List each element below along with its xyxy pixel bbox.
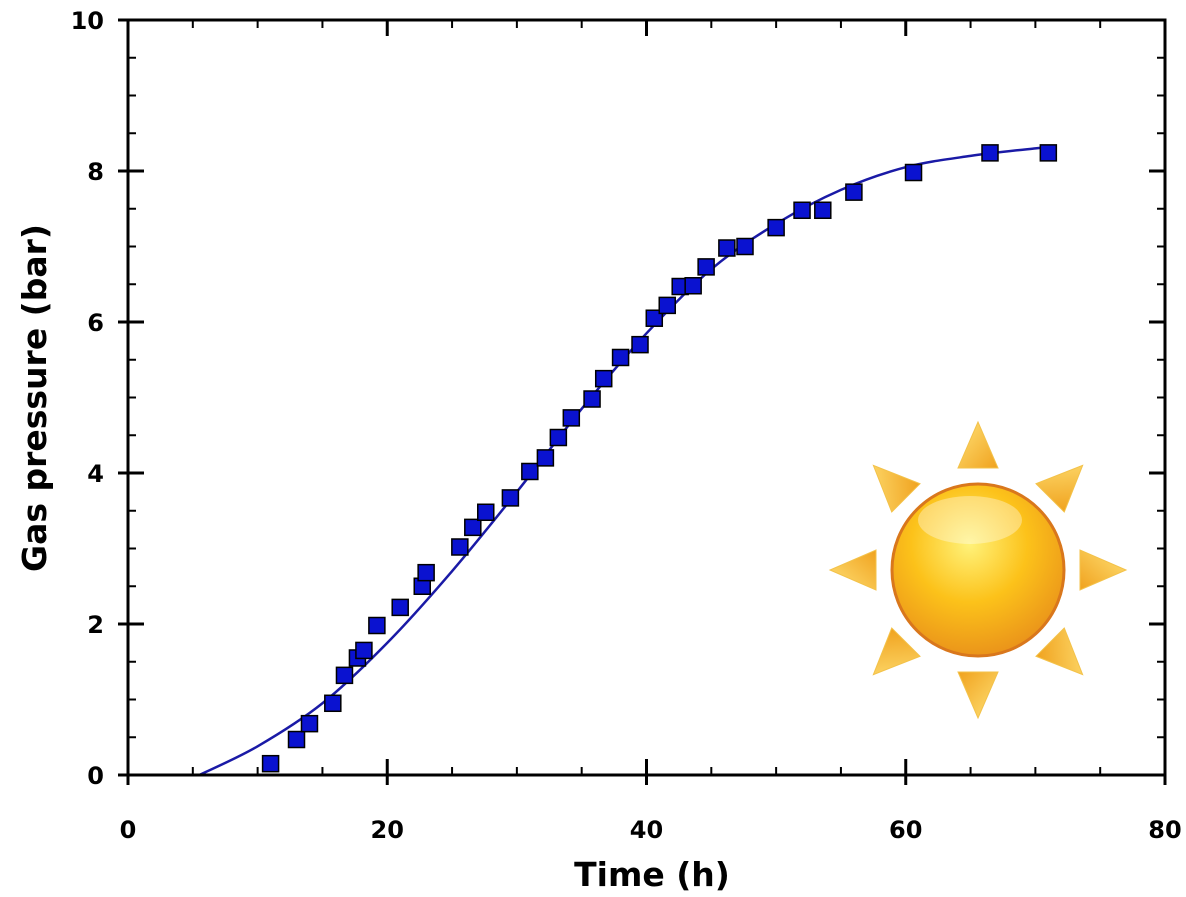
y-tick-label: 8 — [87, 158, 104, 186]
data-point — [718, 239, 736, 257]
data-point — [521, 462, 539, 481]
y-tick-label: 4 — [87, 460, 104, 488]
sun-icon — [828, 420, 1128, 720]
axes: 0 20 40 60 80 0 2 4 6 8 10 — [71, 7, 1182, 844]
data-point — [583, 390, 601, 408]
data-point — [845, 183, 863, 201]
x-tick-label: 60 — [889, 816, 922, 844]
data-point — [261, 754, 280, 773]
data-point — [368, 616, 386, 635]
data-point — [391, 598, 409, 617]
data-point — [793, 201, 811, 220]
data-point — [549, 428, 568, 447]
data-point — [904, 163, 923, 182]
data-point — [658, 296, 676, 315]
data-point — [477, 503, 495, 522]
fit-curve-layer — [198, 145, 1055, 777]
data-point — [594, 369, 613, 388]
data-point — [355, 641, 373, 660]
data-point — [287, 730, 306, 749]
data-point — [562, 409, 581, 427]
data-point — [684, 277, 702, 295]
data-point — [767, 218, 785, 237]
x-tick-label: 20 — [371, 816, 404, 844]
y-tick-label: 6 — [87, 309, 104, 337]
data-point — [335, 666, 354, 685]
x-axis-title: Time (h) — [574, 855, 730, 894]
data-point — [464, 518, 482, 537]
data-point — [501, 489, 520, 507]
data-point — [451, 538, 469, 556]
data-point — [611, 348, 630, 367]
y-tick-label: 10 — [71, 7, 104, 35]
data-point — [536, 449, 555, 467]
data-point — [697, 258, 715, 276]
data-point — [645, 309, 664, 327]
data-points-layer — [261, 144, 1058, 773]
data-point — [814, 201, 832, 220]
data-point — [981, 144, 999, 162]
fit-line — [198, 145, 1055, 777]
x-tick-label: 80 — [1148, 816, 1181, 844]
data-point — [300, 714, 319, 733]
data-point — [417, 563, 435, 582]
x-tick-label: 40 — [630, 816, 663, 844]
plot-frame — [126, 18, 1167, 777]
y-axis-title: Gas pressure (bar) — [15, 224, 54, 572]
data-point — [736, 237, 754, 256]
data-point — [631, 335, 649, 354]
data-point — [1039, 144, 1058, 162]
data-point — [324, 694, 342, 713]
x-tick-label: 0 — [120, 816, 137, 844]
y-tick-label: 2 — [87, 611, 104, 639]
y-tick-label: 0 — [87, 762, 104, 790]
